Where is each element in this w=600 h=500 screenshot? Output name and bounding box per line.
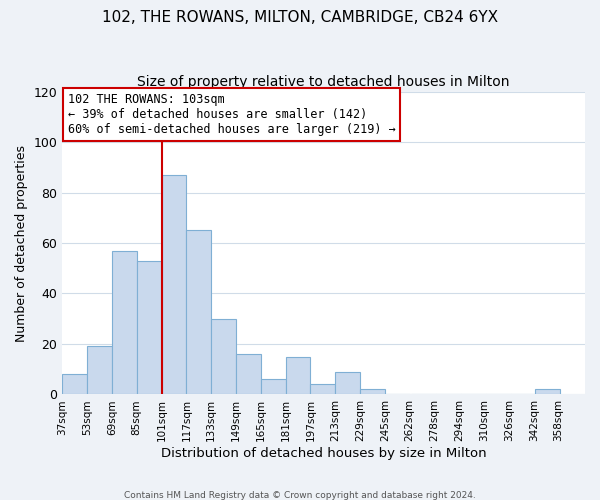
Bar <box>286 356 310 395</box>
Text: 102, THE ROWANS, MILTON, CAMBRIDGE, CB24 6YX: 102, THE ROWANS, MILTON, CAMBRIDGE, CB24… <box>102 10 498 25</box>
Bar <box>535 390 560 394</box>
Bar <box>161 175 187 394</box>
Bar <box>87 346 112 395</box>
Bar <box>137 260 161 394</box>
Text: Contains HM Land Registry data © Crown copyright and database right 2024.: Contains HM Land Registry data © Crown c… <box>124 490 476 500</box>
Bar <box>62 374 87 394</box>
Bar <box>335 372 360 394</box>
Bar <box>261 380 286 394</box>
Bar <box>211 318 236 394</box>
Title: Size of property relative to detached houses in Milton: Size of property relative to detached ho… <box>137 75 510 89</box>
Bar <box>310 384 335 394</box>
Bar <box>112 250 137 394</box>
Text: 102 THE ROWANS: 103sqm
← 39% of detached houses are smaller (142)
60% of semi-de: 102 THE ROWANS: 103sqm ← 39% of detached… <box>68 93 395 136</box>
Bar <box>187 230 211 394</box>
Y-axis label: Number of detached properties: Number of detached properties <box>15 144 28 342</box>
X-axis label: Distribution of detached houses by size in Milton: Distribution of detached houses by size … <box>161 447 487 460</box>
Bar <box>360 390 385 394</box>
Bar <box>236 354 261 395</box>
